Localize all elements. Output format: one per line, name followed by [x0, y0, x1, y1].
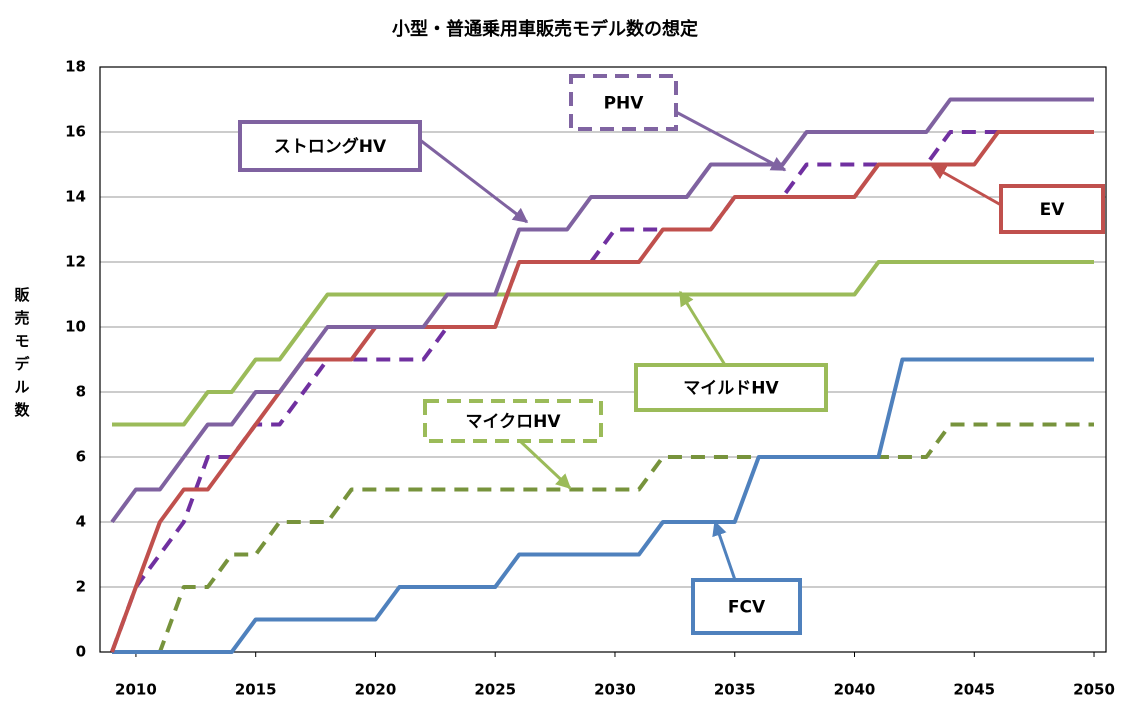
y-tick-label: 6 [76, 448, 86, 466]
callout-arrow [675, 110, 787, 172]
y-tick-label: 10 [65, 318, 86, 336]
legend-label: EV [1040, 200, 1066, 220]
legend-label: マイルドHV [683, 379, 779, 399]
callout-arrow [518, 439, 572, 490]
legend-box [634, 363, 828, 412]
callout-arrow [712, 520, 737, 581]
series-line [112, 357, 1094, 654]
x-tick-label: 2030 [594, 681, 636, 699]
y-tick-label: 4 [76, 513, 86, 531]
chart-title: 小型・普通乗用車販売モデル数の想定 [392, 18, 698, 40]
y-tick-label: 8 [76, 383, 86, 401]
x-tick-label: 2010 [115, 681, 157, 699]
x-tick-label: 2015 [235, 681, 277, 699]
y-tick-label: 14 [65, 188, 86, 206]
x-tick-label: 2050 [1073, 681, 1115, 699]
legend-label: PHV [604, 94, 645, 114]
y-axis-label: 販売モデル数 [14, 286, 30, 419]
callout-arrow [930, 164, 1002, 207]
y-tick-label: 0 [76, 643, 86, 661]
x-tick-label: 2045 [953, 681, 995, 699]
legend-box [423, 399, 603, 443]
x-tick-label: 2035 [714, 681, 756, 699]
y-tick-label: 2 [76, 578, 86, 596]
callout-arrow [678, 290, 727, 366]
legend-label: FCV [728, 598, 766, 618]
legend-label: ストロングHV [274, 136, 387, 157]
y-tick-label: 18 [65, 58, 86, 76]
series-line [110, 130, 1094, 653]
series-line [112, 260, 1094, 427]
legend-box [569, 74, 678, 131]
y-tick-label: 12 [65, 253, 86, 271]
series-line [110, 97, 1094, 524]
series-line [110, 130, 1094, 653]
y-tick-label: 16 [65, 123, 86, 141]
legend-box [691, 578, 802, 635]
x-tick-label: 2020 [355, 681, 397, 699]
series-line [112, 422, 1094, 654]
x-tick-label: 2025 [474, 681, 516, 699]
callout-arrow [419, 138, 529, 224]
legend-box [238, 120, 422, 172]
legend-label: マイクロHV [465, 412, 561, 432]
legend-box [999, 184, 1105, 234]
x-tick-label: 2040 [834, 681, 876, 699]
plot-border [99, 66, 1107, 653]
